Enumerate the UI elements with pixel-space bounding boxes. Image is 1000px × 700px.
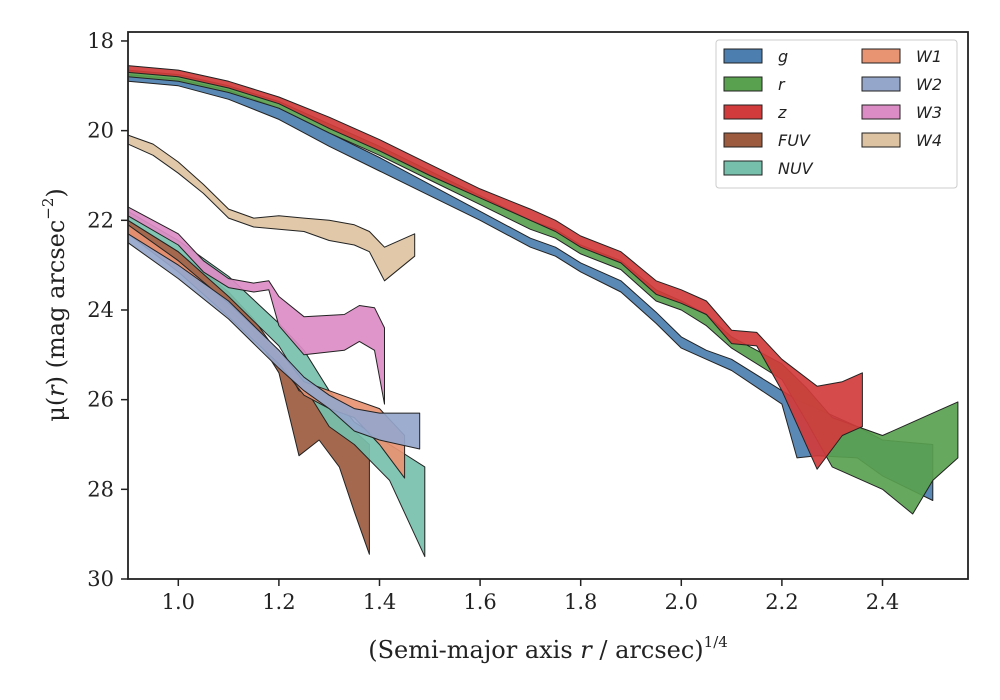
y-tick-label: 30: [87, 567, 114, 591]
y-axis-label-close: ): [42, 376, 70, 385]
legend-label-w4: W4: [916, 131, 942, 150]
legend-swatch-nuv: [723, 160, 763, 176]
y-tick-label: 18: [87, 29, 114, 53]
legend-label-r: r: [778, 75, 786, 94]
x-tick-label: 1.2: [262, 590, 295, 614]
band-g: [127, 74, 934, 501]
y-tick-label: 24: [87, 298, 114, 322]
legend-label-z: z: [777, 103, 787, 122]
band-w2: [127, 233, 421, 450]
y-axis-label-var: r: [42, 384, 70, 397]
x-tick-label: 2.0: [665, 590, 698, 614]
band-z: [127, 65, 863, 470]
x-axis-label-main: (Semi-major axis: [368, 636, 580, 664]
y-axis-label-unit: (mag arcsec: [42, 220, 70, 376]
y-axis-label-mu: μ(: [42, 397, 70, 422]
x-tick-label: 1.4: [363, 590, 396, 614]
legend-label-w1: W1: [916, 47, 942, 66]
legend-swatch-z: [723, 104, 763, 120]
legend: grz FUV NUV W1 W2 W3 W4: [715, 39, 958, 189]
x-tick-label: 1.8: [564, 590, 597, 614]
y-tick-label: 20: [87, 119, 114, 143]
plot-frame: [127, 31, 969, 580]
legend-swatch-w3: [861, 104, 901, 120]
legend-swatch-w1: [861, 48, 901, 64]
legend-label-g: g: [778, 47, 788, 66]
legend-label-nuv: NUV: [778, 159, 814, 178]
legend-swatch-fuv: [723, 132, 763, 148]
y-axis-label-sup: −2: [39, 198, 57, 220]
y-tick-label: 28: [87, 477, 114, 501]
legend-swatch-r: [723, 76, 763, 92]
legend-label-fuv: FUV: [778, 131, 811, 150]
legend-label-w2: W2: [916, 75, 942, 94]
x-tick-label: 2.4: [866, 590, 899, 614]
y-axis-ticks: 18 20 22 24 26 28 30: [87, 29, 128, 591]
y-tick-label: 26: [87, 388, 114, 412]
legend-swatch-w2: [861, 76, 901, 92]
band-fuv: [127, 219, 370, 555]
x-tick-label: 1.6: [463, 590, 496, 614]
x-axis-label-sup: 1/4: [704, 633, 728, 651]
x-tick-label: 1.0: [162, 590, 195, 614]
legend-label-w3: W3: [916, 103, 942, 122]
data-bands: [127, 65, 959, 558]
y-axis-label-end: ): [42, 188, 70, 197]
x-axis-ticks: 1.0 1.2 1.4 1.6 1.8 2.0 2.2 2.4: [162, 579, 899, 614]
x-tick-label: 2.2: [765, 590, 798, 614]
legend-swatch-g: [723, 48, 763, 64]
x-axis-label: (Semi-major axis r / arcsec)1/4: [368, 633, 728, 664]
x-axis-label-var: r: [580, 636, 593, 664]
legend-swatch-w4: [861, 132, 901, 148]
y-axis-label: μ(r) (mag arcsec−2): [39, 188, 70, 422]
y-tick-label: 22: [87, 208, 114, 232]
band-w4: [127, 134, 416, 282]
x-axis-label-unit: / arcsec): [592, 636, 704, 664]
band-w3: [127, 206, 385, 405]
